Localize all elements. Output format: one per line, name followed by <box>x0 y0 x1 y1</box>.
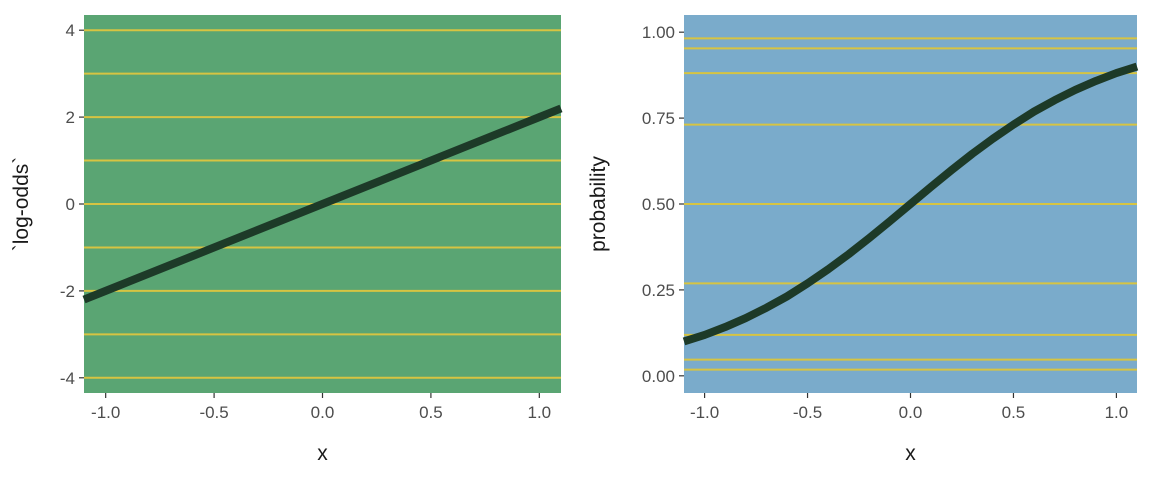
y-tick-label: 2 <box>66 108 75 127</box>
x-axis-title: x <box>317 442 328 465</box>
y-tick-label: -2 <box>60 282 75 301</box>
x-tick-label: -1.0 <box>690 403 719 422</box>
y-tick-label: -4 <box>60 369 75 388</box>
y-tick-label: 0.50 <box>642 195 675 214</box>
data-line <box>82 104 563 304</box>
x-tick-label: 0.0 <box>311 403 335 422</box>
y-tick-label: 4 <box>66 21 75 40</box>
x-tick-label: 0.0 <box>899 403 923 422</box>
x-tick-label: 0.5 <box>419 403 443 422</box>
y-tick-label: 1.00 <box>642 23 675 42</box>
log-odds-panel: -4 -2 0 2 4 -1.0 -0.5 0.0 0.5 1.0 x `log-odds` <box>10 15 563 465</box>
y-axis-title: probability <box>587 156 610 252</box>
x-tick-label: -1.0 <box>91 403 120 422</box>
y-axis-title: `log-odds` <box>10 157 33 252</box>
y-tick-label: 0.25 <box>642 281 675 300</box>
y-tick-label: 0 <box>66 195 75 214</box>
y-tick-label: 0.75 <box>642 109 675 128</box>
y-tick-label: 0.00 <box>642 367 675 386</box>
x-tick-label: -0.5 <box>199 403 228 422</box>
x-axis-title: x <box>905 442 916 465</box>
probability-panel: 0.00 0.25 0.50 0.75 1.00 -1.0 -0.5 0.0 0.5 1.0 x pr… <box>587 15 1139 465</box>
data-line <box>682 62 1139 346</box>
x-tick-label: 1.0 <box>1105 403 1129 422</box>
x-tick-label: 0.5 <box>1002 403 1026 422</box>
x-tick-label: 1.0 <box>527 403 551 422</box>
x-tick-label: -0.5 <box>793 403 822 422</box>
